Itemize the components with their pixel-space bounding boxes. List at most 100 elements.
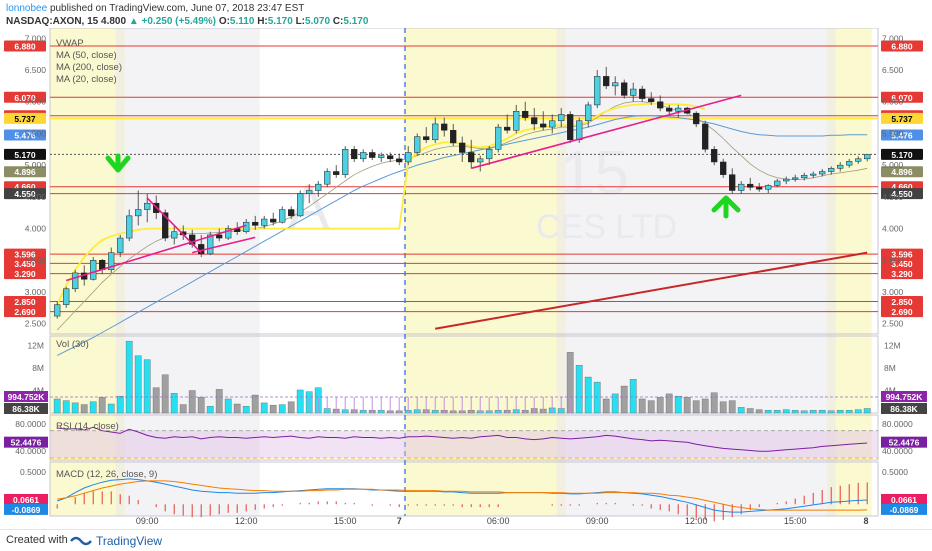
pane-frame xyxy=(49,28,879,335)
open-label: O: xyxy=(218,16,230,27)
candle-up xyxy=(306,190,313,194)
volume-bar xyxy=(593,381,601,414)
volume-bar xyxy=(584,376,592,414)
macd-tag-bg xyxy=(4,493,48,505)
volume-tag-bg xyxy=(881,391,927,402)
volume-bar xyxy=(863,408,871,414)
tradingview-brand[interactable]: TradingView xyxy=(96,534,163,548)
candle-up xyxy=(855,158,862,162)
candle-up xyxy=(108,252,115,271)
level-tag-left: 4.550 xyxy=(14,189,36,199)
volume-bar xyxy=(638,398,646,414)
watermark-right: 15 xyxy=(560,139,629,208)
macd-tag-right: -0.0869 xyxy=(890,505,919,515)
level-tag-right: 5.170 xyxy=(891,150,913,160)
candle-up xyxy=(828,168,835,172)
rsi-label[interactable]: RSI (14, close) xyxy=(56,421,119,432)
volume-bar xyxy=(269,404,277,414)
author-link[interactable]: lonnobee xyxy=(6,3,48,14)
level-tag-bg xyxy=(4,268,46,280)
volume-bar xyxy=(80,404,88,414)
macd-signal-line xyxy=(57,480,868,511)
candle-down xyxy=(657,101,664,109)
volume-bar xyxy=(683,397,691,414)
candle-up xyxy=(117,237,124,253)
volume-tag-left: 86.38K xyxy=(12,404,40,414)
time-tick: 8 xyxy=(863,516,868,526)
candle-up xyxy=(126,215,133,239)
volume-bar xyxy=(575,365,583,414)
session-band xyxy=(403,28,566,516)
price-tick-right: 6.500 xyxy=(882,65,904,75)
symbol-watermark: A 15 CES LTD xyxy=(288,139,677,246)
candle-down xyxy=(351,149,358,160)
volume-tag-right: 994.752K xyxy=(886,392,924,402)
price-tick-left: 3.000 xyxy=(25,287,47,297)
volume-bar xyxy=(71,402,79,414)
candle-down xyxy=(756,187,763,190)
time-tick: 15:00 xyxy=(334,516,357,526)
price-tick-right: 4.000 xyxy=(882,224,904,234)
candle-up xyxy=(792,177,799,180)
macd-tag-bg xyxy=(4,503,48,515)
price-tick-left: 4.500 xyxy=(25,192,47,202)
volume-bar xyxy=(278,404,286,414)
pane-frames xyxy=(49,28,879,517)
volume-bar xyxy=(845,409,853,414)
candle-up xyxy=(90,260,97,280)
level-tag-bg xyxy=(4,166,46,178)
candle-up xyxy=(324,171,331,185)
volume-bar xyxy=(215,389,223,414)
candle-up xyxy=(765,185,772,190)
candle-up xyxy=(243,221,250,232)
candle-up xyxy=(738,183,745,191)
price-tick-left: 6.500 xyxy=(25,65,47,75)
level-tag-bg xyxy=(4,295,46,307)
candle-up xyxy=(495,126,502,150)
volume-bar xyxy=(287,401,295,414)
level-tag-left: 4.896 xyxy=(14,167,36,177)
candle-down xyxy=(288,209,295,217)
level-tag-bg xyxy=(4,148,46,160)
legend-ma50[interactable]: MA (50, close) xyxy=(56,50,117,61)
candle-up xyxy=(549,120,556,128)
candle-down xyxy=(666,107,673,112)
volume-bar xyxy=(296,389,304,414)
low-value: 5.070 xyxy=(305,16,331,27)
candlesticks xyxy=(54,66,871,319)
pane-frame xyxy=(49,414,879,461)
price-tick-right: 7.000 xyxy=(882,33,904,43)
level-tag-bg xyxy=(881,129,923,141)
volume-bar xyxy=(656,397,664,414)
legend-ma20[interactable]: MA (20, close) xyxy=(56,74,117,85)
macd-tick-left: 0.5000 xyxy=(20,467,46,477)
volume-label[interactable]: Vol (30) xyxy=(56,339,89,350)
candle-down xyxy=(720,161,727,175)
legend-ma200[interactable]: MA (200, close) xyxy=(56,62,122,73)
volume-bar xyxy=(179,404,187,414)
candle-down xyxy=(747,183,754,188)
session-backgrounds xyxy=(50,28,872,516)
candle-up xyxy=(207,234,214,255)
macd-tag-right: 0.0661 xyxy=(891,495,917,505)
candle-up xyxy=(414,136,421,153)
price-tick-left: 5.000 xyxy=(25,160,47,170)
candle-down xyxy=(468,152,475,163)
volume-tick-right: 4M xyxy=(884,386,896,396)
volume-bar xyxy=(737,407,745,414)
volume-bar xyxy=(62,400,70,414)
candle-up xyxy=(135,209,142,217)
legend-vwap[interactable]: VWAP xyxy=(56,38,84,49)
trendline xyxy=(192,236,256,254)
rsi-tick-right: 80.0000 xyxy=(882,419,913,429)
horizontal-levels xyxy=(50,45,878,313)
candle-down xyxy=(162,212,169,239)
candle-down xyxy=(693,112,700,125)
down-arrow-icon xyxy=(105,153,131,173)
candle-up xyxy=(819,171,826,175)
level-tag-bg xyxy=(4,188,46,200)
macd-label[interactable]: MACD (12, 26, close, 9) xyxy=(56,469,157,480)
level-tag-right: 3.596 xyxy=(891,250,913,260)
